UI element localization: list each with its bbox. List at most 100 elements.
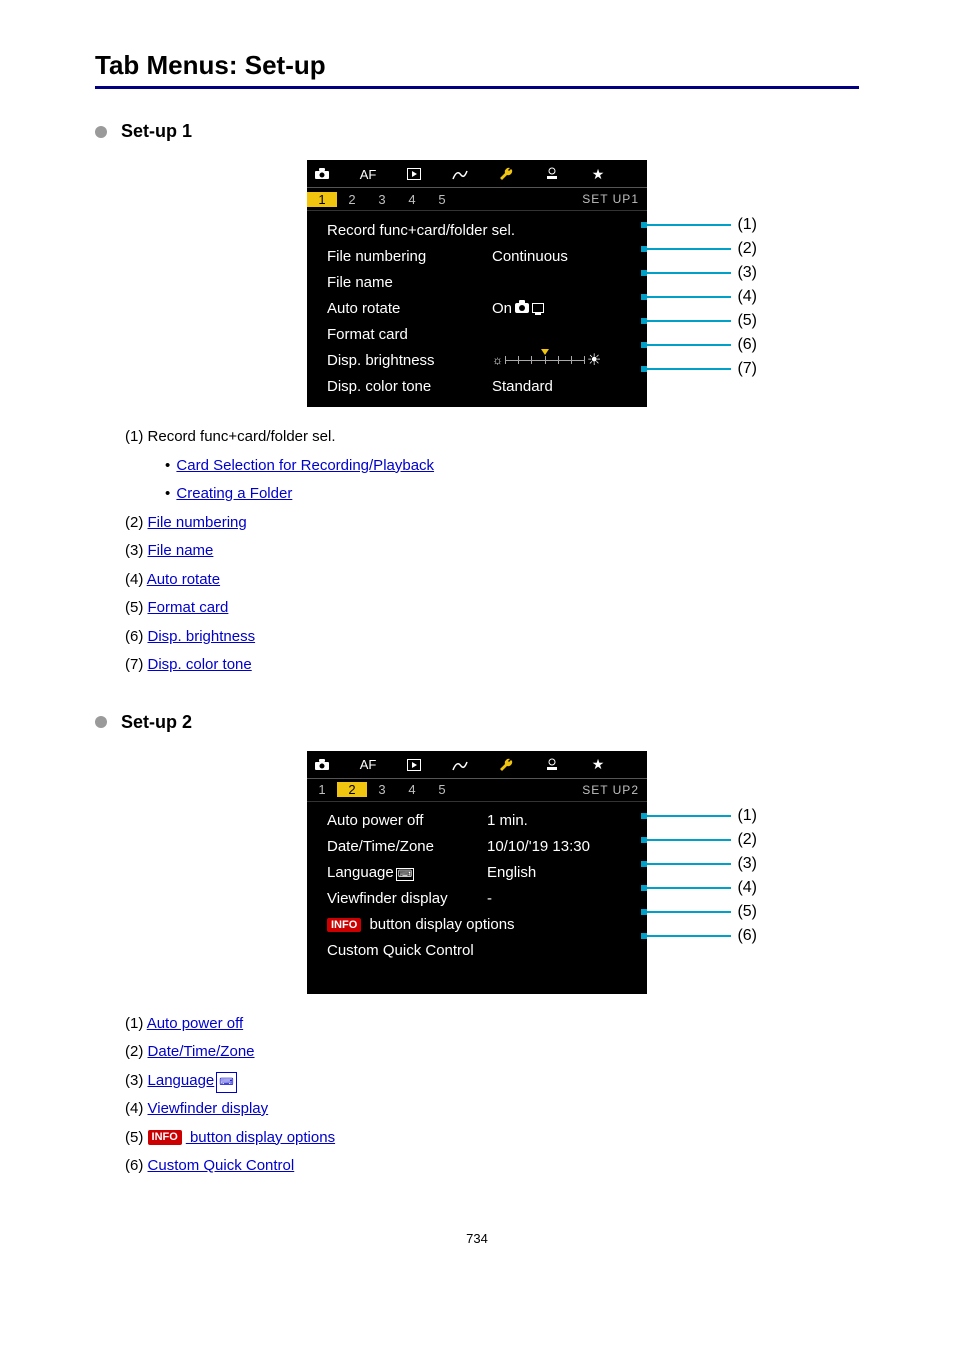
menu-label: Record func+card/folder sel.	[327, 222, 639, 239]
link-file-name[interactable]: File name	[148, 542, 214, 559]
desc-text: Record func+card/folder sel.	[148, 428, 336, 445]
brightness-widget: ☼ ☀	[492, 350, 639, 370]
subtab-label-setup1: SET UP1	[582, 192, 639, 206]
heading-setup2: Set-up 2	[95, 712, 859, 733]
menu-value: Standard	[492, 378, 639, 395]
wrench-icon	[497, 758, 515, 772]
menu-row[interactable]: Custom Quick Control	[307, 938, 647, 964]
link-info-button-options[interactable]: button display options	[186, 1129, 335, 1146]
subtabs-setup1: 1 2 3 4 5 SET UP1	[307, 187, 647, 211]
menu-items-setup2: Auto power off 1 min. Date/Time/Zone 10/…	[307, 802, 647, 994]
menu-value: On	[492, 300, 639, 317]
figure-setup1-wrap: AF ★ 1 2 3 4 5 SET UP1 Record func+card/…	[95, 160, 859, 407]
menu-value: English	[487, 864, 639, 881]
annot-num: (5)	[737, 903, 757, 921]
link-auto-power-off[interactable]: Auto power off	[147, 1015, 243, 1032]
desc-num: (3)	[125, 542, 143, 559]
network-icon	[451, 168, 469, 180]
subtab-5[interactable]: 5	[427, 192, 457, 207]
desc-num: (6)	[125, 628, 143, 645]
menu-label: Disp. brightness	[327, 352, 492, 369]
page-title: Tab Menus: Set-up	[95, 50, 859, 89]
desc-list-setup2: (1) Auto power off (2) Date/Time/Zone (3…	[125, 1010, 859, 1181]
subtab-3[interactable]: 3	[367, 782, 397, 797]
subtab-3[interactable]: 3	[367, 192, 397, 207]
desc-item: (1) Record func+card/folder sel. Card Se…	[125, 423, 859, 509]
playback-icon	[405, 759, 423, 771]
section-setup2: Set-up 2 AF ★ 1 2 3 4 5 SET UP2	[95, 712, 859, 1181]
menu-row[interactable]: INFO button display options	[307, 912, 647, 938]
menu-row[interactable]: File name	[307, 269, 647, 295]
menu-row[interactable]: Language⌨ English	[307, 860, 647, 886]
link-file-numbering[interactable]: File numbering	[148, 514, 247, 531]
menu-row[interactable]: Disp. brightness ☼	[307, 347, 647, 373]
menu-label: INFO button display options	[327, 916, 639, 933]
subtab-2[interactable]: 2	[337, 192, 367, 207]
menu-row[interactable]: Auto power off 1 min.	[307, 808, 647, 834]
subtab-1[interactable]: 1	[307, 782, 337, 797]
annot-num: (1)	[737, 807, 757, 825]
subtab-2[interactable]: 2	[337, 782, 367, 797]
link-creating-folder[interactable]: Creating a Folder	[176, 485, 292, 502]
link-card-selection[interactable]: Card Selection for Recording/Playback	[176, 457, 434, 474]
heading-setup2-text: Set-up 2	[121, 712, 192, 733]
link-date-time-zone[interactable]: Date/Time/Zone	[148, 1043, 255, 1060]
info-badge-icon: INFO	[148, 1130, 182, 1144]
figure-setup2: AF ★ 1 2 3 4 5 SET UP2 Auto power off 1 …	[307, 751, 647, 994]
cam-mon-icon	[515, 303, 544, 313]
menu-row[interactable]: Date/Time/Zone 10/10/'19 13:30	[307, 834, 647, 860]
desc-num: (1)	[125, 1015, 143, 1032]
menu-label-text: Language	[327, 864, 394, 881]
desc-num: (5)	[125, 599, 143, 616]
link-format-card[interactable]: Format card	[148, 599, 229, 616]
menu-row[interactable]: Format card	[307, 321, 647, 347]
menu-value: -	[487, 890, 639, 907]
annot-num: (3)	[737, 855, 757, 873]
bullet-icon	[95, 716, 107, 728]
link-language[interactable]: Language⌨	[148, 1072, 237, 1089]
playback-icon	[405, 168, 423, 180]
link-disp-color-tone[interactable]: Disp. color tone	[148, 656, 252, 673]
link-custom-quick-control[interactable]: Custom Quick Control	[148, 1157, 295, 1174]
info-badge-icon: INFO	[327, 918, 361, 932]
language-icon: ⌨	[216, 1072, 236, 1093]
network-icon	[451, 759, 469, 771]
star-icon: ★	[589, 166, 607, 183]
menu-row[interactable]: File numbering Continuous	[307, 243, 647, 269]
menu-value: Continuous	[492, 248, 639, 265]
annot-num: (4)	[737, 288, 757, 306]
menu-row[interactable]: Auto rotate On	[307, 295, 647, 321]
menu-label: File numbering	[327, 248, 492, 265]
heading-setup1: Set-up 1	[95, 121, 859, 142]
desc-num: (5)	[125, 1129, 143, 1146]
heading-setup1-text: Set-up 1	[121, 121, 192, 142]
section-setup1: Set-up 1 AF ★ 1 2 3 4 5 SET UP1	[95, 121, 859, 680]
menu-row-empty	[307, 964, 647, 986]
figure-setup2-wrap: AF ★ 1 2 3 4 5 SET UP2 Auto power off 1 …	[95, 751, 859, 994]
desc-num: (7)	[125, 656, 143, 673]
top-icons-setup2: AF ★	[307, 751, 647, 778]
menu-row[interactable]: Disp. color tone Standard	[307, 373, 647, 399]
menu-row[interactable]: Viewfinder display -	[307, 886, 647, 912]
camera-icon	[313, 759, 331, 771]
subtab-1[interactable]: 1	[307, 192, 337, 207]
bullet-icon	[95, 126, 107, 138]
link-viewfinder-display[interactable]: Viewfinder display	[148, 1100, 269, 1117]
subtab-4[interactable]: 4	[397, 192, 427, 207]
annot-num: (2)	[737, 240, 757, 258]
menu-row[interactable]: Record func+card/folder sel.	[307, 217, 647, 243]
desc-num: (6)	[125, 1157, 143, 1174]
menu-label: Auto rotate	[327, 300, 492, 317]
subtab-4[interactable]: 4	[397, 782, 427, 797]
menu-label: Custom Quick Control	[327, 942, 639, 959]
subtab-5[interactable]: 5	[427, 782, 457, 797]
annot-num: (1)	[737, 216, 757, 234]
menu-label: Date/Time/Zone	[327, 838, 487, 855]
link-disp-brightness[interactable]: Disp. brightness	[148, 628, 256, 645]
link-auto-rotate[interactable]: Auto rotate	[147, 571, 220, 588]
menu-label: File name	[327, 274, 492, 291]
annot-num: (6)	[737, 927, 757, 945]
annot-num: (3)	[737, 264, 757, 282]
annot-num: (4)	[737, 879, 757, 897]
top-icons-setup1: AF ★	[307, 160, 647, 187]
